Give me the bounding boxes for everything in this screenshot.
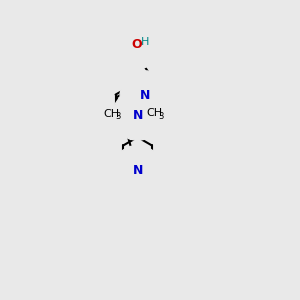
Text: 3: 3	[159, 112, 164, 121]
Text: H: H	[141, 38, 149, 47]
Text: CH: CH	[147, 108, 163, 118]
Text: N: N	[140, 89, 150, 102]
Text: N: N	[132, 164, 143, 177]
Circle shape	[148, 106, 166, 124]
Text: 3: 3	[115, 112, 121, 121]
Circle shape	[120, 71, 170, 121]
Text: N: N	[132, 109, 143, 122]
Circle shape	[105, 106, 123, 124]
Circle shape	[112, 90, 163, 140]
Circle shape	[112, 146, 163, 195]
Text: CH: CH	[103, 109, 119, 119]
Circle shape	[123, 20, 167, 64]
Text: O: O	[131, 38, 142, 51]
Circle shape	[112, 19, 161, 69]
